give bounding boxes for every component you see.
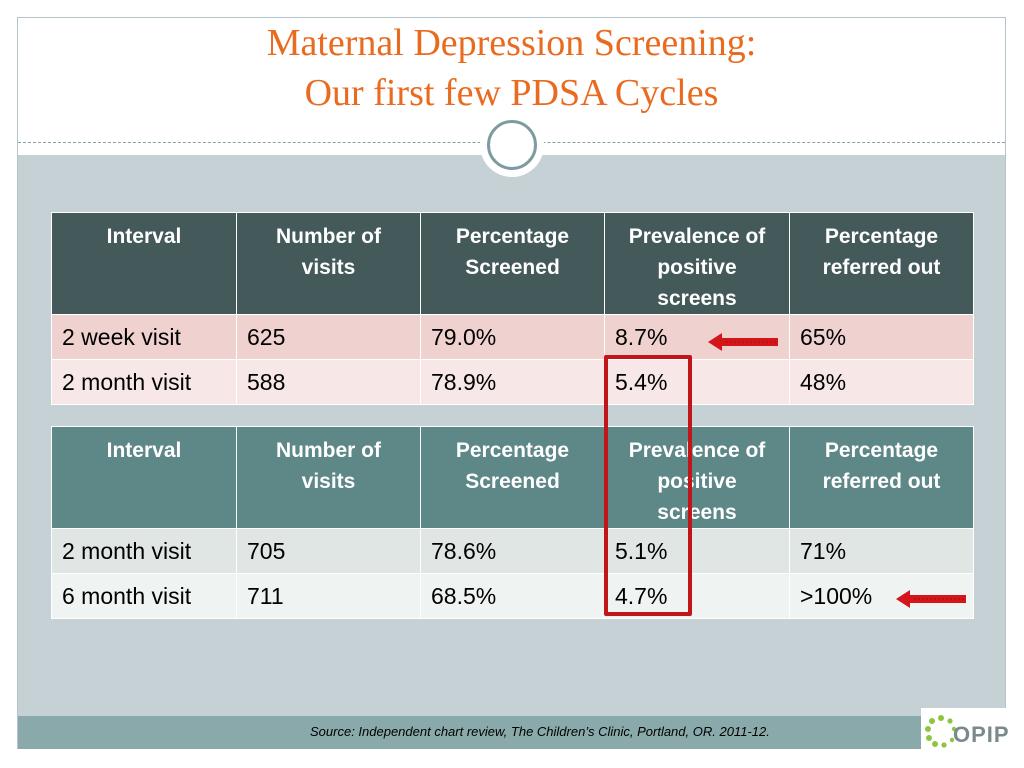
opip-logo: OPIP	[921, 708, 1016, 754]
header-prevalence: Prevalence of positive screens	[604, 212, 790, 315]
cell-visits: 711	[236, 573, 421, 619]
cell-screened: 79.0%	[420, 314, 605, 360]
cell-interval: 2 month visit	[51, 528, 237, 574]
cell-interval: 6 month visit	[51, 573, 237, 619]
header-number-of-visits: Number of visits	[236, 426, 421, 529]
header-interval: Interval	[51, 426, 237, 529]
prevalence-highlight-box	[604, 355, 692, 616]
table-header-row: Interval Number of visits Percentage Scr…	[51, 212, 974, 315]
title-line-2: Our first few PDSA Cycles	[304, 72, 719, 114]
header-number-of-visits: Number of visits	[236, 212, 421, 315]
header-percentage-screened: Percentage Screened	[420, 212, 605, 315]
header-prevalence: Prevalence of positive screens	[604, 426, 790, 529]
cell-interval: 2 month visit	[51, 359, 237, 405]
cell-prevalence: 5.4%	[604, 359, 790, 405]
circle-ring-inner	[487, 120, 537, 170]
opip-logo-icon	[925, 715, 957, 748]
logo-text: OPIP	[953, 722, 1010, 747]
cell-interval: 2 week visit	[51, 314, 237, 360]
cell-referred: 65%	[789, 314, 974, 360]
cell-referred: 48%	[789, 359, 974, 405]
cell-prevalence: 5.1%	[604, 528, 790, 574]
slide-title: Maternal Depression Screening: Our first…	[18, 18, 1005, 142]
header-interval: Interval	[51, 212, 237, 315]
footer-bar	[18, 716, 1005, 749]
left-arrow-icon	[708, 333, 778, 351]
header-referred-out: Percentage referred out	[789, 212, 974, 315]
results-table-1: Interval Number of visits Percentage Scr…	[51, 212, 974, 405]
results-table-2: Interval Number of visits Percentage Scr…	[51, 426, 974, 619]
title-line-1: Maternal Depression Screening:	[266, 22, 757, 64]
source-citation: Source: Independent chart review, The Ch…	[310, 724, 770, 739]
cell-screened: 78.9%	[420, 359, 605, 405]
left-arrow-icon	[896, 590, 966, 608]
cell-prevalence: 4.7%	[604, 573, 790, 619]
table-row: 2 month visit 588 78.9% 5.4% 48%	[51, 359, 974, 405]
cell-screened: 78.6%	[420, 528, 605, 574]
header-percentage-screened: Percentage Screened	[420, 426, 605, 529]
cell-screened: 68.5%	[420, 573, 605, 619]
table-header-row: Interval Number of visits Percentage Scr…	[51, 426, 974, 529]
header-referred-out: Percentage referred out	[789, 426, 974, 529]
cell-referred: 71%	[789, 528, 974, 574]
cell-visits: 588	[236, 359, 421, 405]
cell-visits: 705	[236, 528, 421, 574]
cell-visits: 625	[236, 314, 421, 360]
table-row: 2 month visit 705 78.6% 5.1% 71%	[51, 528, 974, 574]
table-row: 2 week visit 625 79.0% 8.7% 65%	[51, 314, 974, 360]
cell-prevalence: 8.7%	[604, 314, 790, 360]
table-row: 6 month visit 711 68.5% 4.7% >100%	[51, 573, 974, 619]
